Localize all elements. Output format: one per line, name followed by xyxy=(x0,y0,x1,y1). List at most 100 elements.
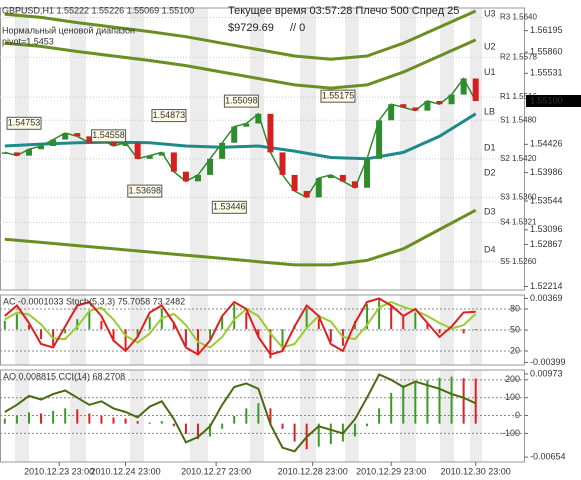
histogram-bar xyxy=(366,423,369,427)
candle xyxy=(231,126,238,143)
candle xyxy=(86,136,93,143)
histogram-bar xyxy=(269,329,272,359)
candle xyxy=(62,133,69,140)
candle xyxy=(38,145,45,150)
y-tick-label: 0.00369 xyxy=(530,293,563,303)
candle xyxy=(279,152,286,175)
y-tick-label: 1.52867 xyxy=(530,239,563,249)
y-tick-label: 0.00973 xyxy=(530,368,563,378)
histogram-bar xyxy=(317,423,320,447)
histogram-bar xyxy=(317,319,320,330)
band-label: LB xyxy=(484,106,495,116)
histogram-bar xyxy=(148,316,151,330)
annotation-box xyxy=(320,89,356,103)
current-price-box xyxy=(526,94,581,107)
histogram-bar xyxy=(76,409,79,424)
histogram-bar xyxy=(172,322,175,330)
histogram-bar xyxy=(3,320,6,330)
histogram-bar xyxy=(100,320,103,330)
histogram-bar xyxy=(209,329,212,340)
histogram-bar xyxy=(305,308,308,330)
y2-tick-label: 100 xyxy=(505,392,520,402)
candle xyxy=(1,152,8,154)
candle xyxy=(25,149,32,156)
histogram-bar xyxy=(366,304,369,330)
histogram-bar xyxy=(245,312,248,330)
histogram-bar xyxy=(221,316,224,330)
annotation-box xyxy=(151,109,187,123)
annotation-box xyxy=(6,116,42,130)
indicator-line xyxy=(4,373,477,453)
candle xyxy=(412,107,419,111)
band-line xyxy=(4,208,477,267)
y2-tick-label: -100 xyxy=(502,428,520,438)
histogram-bar xyxy=(402,385,405,424)
price-line xyxy=(4,77,477,199)
candle xyxy=(50,139,57,146)
candle xyxy=(158,152,165,156)
annotation-box xyxy=(91,129,127,143)
annotation-label: 1.55098 xyxy=(225,95,258,105)
band-label: D4 xyxy=(484,244,496,254)
annotation-box xyxy=(223,94,259,108)
candle xyxy=(303,190,310,198)
histogram-bar xyxy=(281,423,284,429)
histogram-bar xyxy=(15,314,18,330)
histogram-bar xyxy=(474,329,477,330)
histogram-bar xyxy=(438,329,441,334)
x-tick-label: 2010.12.28 23:00 xyxy=(278,466,348,476)
y2-tick-label: 20 xyxy=(510,345,520,355)
histogram-bar xyxy=(88,310,91,330)
histogram-bar xyxy=(281,329,284,350)
candle xyxy=(134,142,141,159)
candle xyxy=(207,158,214,175)
candle xyxy=(110,139,117,146)
histogram-bar xyxy=(27,325,30,330)
annotation-label: 1.53446 xyxy=(213,202,246,212)
stripe xyxy=(300,8,316,290)
histogram-bar xyxy=(329,329,332,342)
band-label: D1 xyxy=(484,142,496,152)
histogram-bar xyxy=(233,304,236,330)
histogram-bar xyxy=(293,423,296,442)
candle xyxy=(122,142,129,146)
pivot-value: pivot=1.5453 xyxy=(2,36,54,46)
candle xyxy=(219,142,226,159)
x-tick-label: 2010.12.27 23:00 xyxy=(181,466,251,476)
histogram-bar xyxy=(269,408,272,424)
band-label: D2 xyxy=(484,167,496,177)
candle xyxy=(424,100,431,111)
balance: $9729.69 xyxy=(228,22,274,34)
y-tick-label: 1.54426 xyxy=(530,139,563,149)
indicator-line xyxy=(4,297,476,356)
candle xyxy=(255,113,262,124)
pivot-label: S5 1.5260 xyxy=(500,257,537,266)
histogram-bar xyxy=(64,329,67,334)
current-price-label: 1.55100 xyxy=(530,95,563,105)
histogram-bar xyxy=(172,423,175,427)
candle xyxy=(182,171,189,182)
band-line xyxy=(4,38,477,90)
annotation-box xyxy=(127,184,163,198)
candle xyxy=(436,100,443,105)
panel-frame xyxy=(0,7,525,291)
y-tick-label: 1.56195 xyxy=(530,25,563,35)
histogram-bar xyxy=(390,305,393,330)
candle xyxy=(339,174,346,182)
y-tick-label: 1.55860 xyxy=(530,47,563,57)
candle xyxy=(376,120,383,159)
histogram-bar xyxy=(221,423,224,429)
candle xyxy=(448,94,455,105)
annotation-label: 1.53698 xyxy=(129,185,162,195)
histogram-bar xyxy=(184,329,187,346)
y-tick-label: 1.52214 xyxy=(530,281,563,291)
pivot-label: S4 1.5321 xyxy=(500,218,537,227)
histogram-bar xyxy=(462,329,465,334)
panel-title: AC -0.0001033 Stoch(5,3,3) 75.7058 73.24… xyxy=(3,296,185,306)
histogram-bar xyxy=(233,416,236,424)
x-tick-label: 2010.12.29 23:00 xyxy=(356,466,426,476)
session-stripes xyxy=(15,8,482,462)
x-tick-label: 2010.12.23 23:00 xyxy=(24,466,94,476)
stripe xyxy=(470,8,482,290)
